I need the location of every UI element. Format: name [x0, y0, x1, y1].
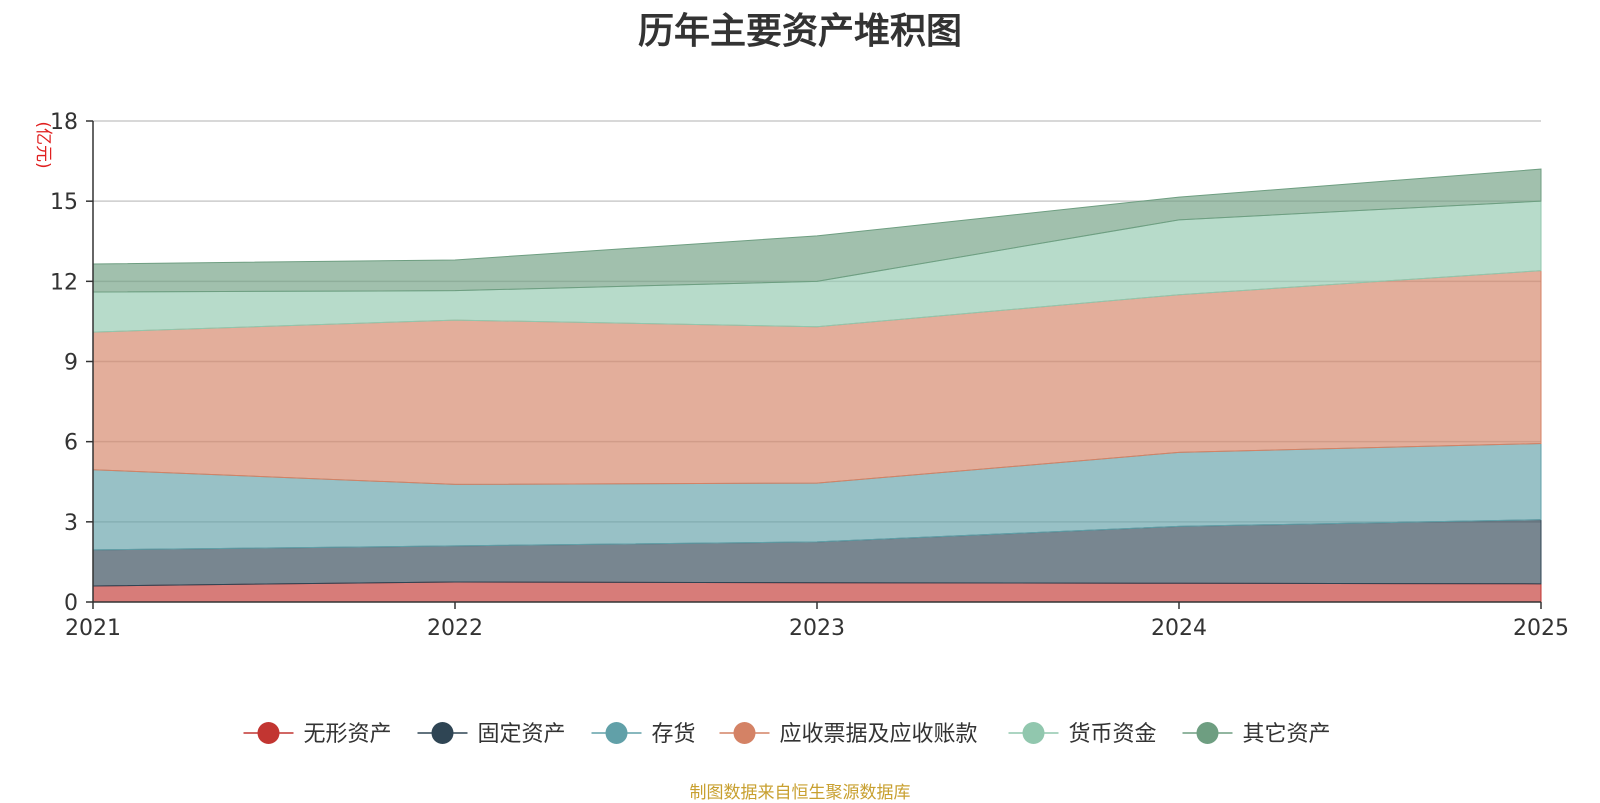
y-tick-label-15: 15: [50, 190, 78, 215]
legend-marker-5: [1197, 722, 1219, 744]
legend-label-3: 应收票据及应收账款: [780, 722, 978, 747]
y-tick-label-3: 3: [64, 511, 78, 536]
legend-marker-4: [1023, 722, 1045, 744]
y-tick-label-9: 9: [64, 351, 78, 376]
source-note: 制图数据来自恒生聚源数据库: [0, 778, 1600, 803]
x-tick-label-2024: 2024: [1151, 616, 1207, 641]
legend-label-4: 货币资金: [1069, 722, 1157, 747]
legend-item-1[interactable]: 固定资产: [418, 722, 566, 747]
legend-item-0[interactable]: 无形资产: [244, 722, 392, 747]
legend-item-3[interactable]: 应收票据及应收账款: [720, 722, 978, 747]
x-tick-label-2022: 2022: [427, 616, 483, 641]
x-tick-label-2025: 2025: [1513, 616, 1569, 641]
legend-marker-2: [606, 722, 628, 744]
y-tick-label-6: 6: [64, 431, 78, 456]
y-tick-label-0: 0: [64, 591, 78, 616]
legend-marker-3: [734, 722, 756, 744]
area-series: [93, 169, 1541, 602]
x-tick-label-2023: 2023: [789, 616, 845, 641]
legend-item-4[interactable]: 货币资金: [1009, 722, 1157, 747]
legend-label-5: 其它资产: [1243, 722, 1331, 747]
legend-label-0: 无形资产: [304, 722, 392, 747]
area-series-0[interactable]: [93, 582, 1541, 602]
legend-label-1: 固定资产: [478, 722, 566, 747]
legend-marker-0: [258, 722, 280, 744]
legend-item-5[interactable]: 其它资产: [1183, 722, 1331, 747]
legend-marker-1: [432, 722, 454, 744]
y-tick-label-12: 12: [50, 270, 78, 295]
y-tick-label-18: 18: [50, 110, 78, 135]
legend-item-2[interactable]: 存货: [592, 722, 696, 747]
legend[interactable]: 无形资产 固定资产 存货 应收票据及应收账款 货币资金 其它资产: [244, 722, 1331, 747]
legend-label-2: 存货: [652, 722, 696, 747]
x-tick-label-2021: 2021: [65, 616, 121, 641]
y-axis-unit-label: (亿元): [33, 121, 53, 168]
